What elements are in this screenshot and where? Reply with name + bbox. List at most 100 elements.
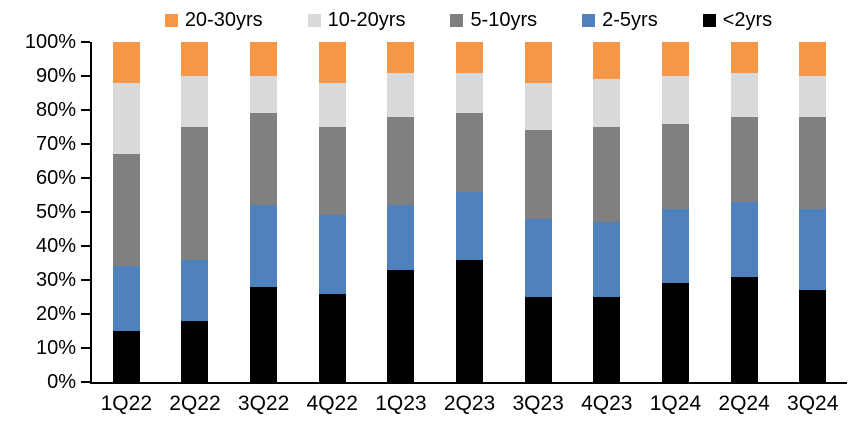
y-axis-ticks	[81, 41, 90, 383]
x-axis-label-1q23: 1Q23	[375, 392, 427, 415]
bar-segment-2-5yrs	[250, 205, 278, 287]
y-axis-labels: 0% 10% 20% 30% 40% 50% 60% 70% 80% 90% 100%	[0, 31, 76, 393]
bar-segment-10-20yrs	[112, 82, 140, 155]
bar-segment-10-20yrs	[181, 76, 209, 128]
plot-area	[90, 42, 847, 384]
bar-segment-2yrs	[799, 290, 827, 382]
legend-swatch-icon	[582, 13, 596, 27]
bar-segment-2yrs	[318, 293, 346, 382]
bar-segment-10-20yrs	[318, 82, 346, 128]
bar-segment-5-10yrs	[661, 123, 689, 209]
x-axis-label-4q22: 4Q22	[306, 392, 358, 415]
bar-segment-20-30yrs	[112, 42, 140, 83]
bar-group-2q24	[730, 42, 758, 382]
bar-segment-2-5yrs	[387, 205, 415, 270]
x-axis-label-2q22: 2Q22	[169, 392, 221, 415]
bar-segment-2-5yrs	[661, 208, 689, 284]
y-axis-tick-label: 50%	[35, 201, 76, 223]
legend-item-5-10yrs: 5-10yrs	[450, 7, 537, 33]
bar-segment-20-30yrs	[799, 42, 827, 77]
y-tick-mark	[81, 211, 90, 213]
y-tick-mark	[81, 109, 90, 111]
legend-label: 5-10yrs	[470, 9, 538, 31]
plot-bars	[92, 42, 847, 382]
bar-group-3q23	[524, 42, 552, 382]
x-axis-labels: 1Q22 2Q22 3Q22 4Q22 1Q23 2Q23 3Q23 4Q23 1Q24 2Q24…	[92, 392, 847, 416]
bar-slot-1q22	[92, 42, 161, 382]
y-axis-tick-label: 40%	[35, 235, 76, 257]
y-tick-mark	[81, 75, 90, 77]
bar-segment-5-10yrs	[250, 113, 278, 206]
x-axis-label-3q22: 3Q22	[237, 392, 290, 415]
bar-segment-2-5yrs	[593, 222, 621, 297]
y-axis-tick-label: 30%	[35, 269, 76, 291]
x-axis-label-3q24: 3Q24	[787, 392, 839, 415]
bar-segment-10-20yrs	[456, 72, 484, 114]
bar-segment-20-30yrs	[456, 42, 484, 73]
bar-slot-4q22	[298, 42, 367, 382]
legend: 20-30yrs 10-20yrs 5-10yrs 2-5yrs <2yrs	[90, 7, 847, 33]
y-axis-tick-label: 10%	[35, 337, 76, 359]
bar-segment-10-20yrs	[250, 76, 278, 114]
bar-slot-3q24	[778, 42, 847, 382]
legend-label: 10-20yrs	[327, 9, 406, 31]
bar-segment-5-10yrs	[387, 116, 415, 206]
x-axis-label-1q22: 1Q22	[100, 392, 152, 415]
bar-segment-10-20yrs	[730, 72, 758, 117]
bar-slot-2q24	[710, 42, 779, 382]
legend-item-20-30yrs: 20-30yrs	[164, 7, 263, 33]
bar-segment-5-10yrs	[799, 116, 827, 209]
bar-segment-10-20yrs	[661, 76, 689, 124]
bar-segment-20-30yrs	[250, 42, 278, 77]
bar-segment-5-10yrs	[181, 127, 209, 260]
y-axis-tick-label: 60%	[35, 167, 76, 189]
bar-group-4q23	[593, 42, 621, 382]
bar-segment-2yrs	[593, 297, 621, 382]
y-axis-tick-label: 100%	[24, 31, 76, 53]
bar-segment-5-10yrs	[730, 116, 758, 202]
bar-segment-20-30yrs	[181, 42, 209, 77]
y-tick-mark	[81, 279, 90, 281]
y-axis-tick-label: 20%	[35, 303, 76, 325]
bar-segment-5-10yrs	[112, 154, 140, 267]
bar-segment-5-10yrs	[524, 130, 552, 219]
bar-group-1q23	[387, 42, 415, 382]
legend-label: 20-30yrs	[184, 9, 263, 31]
bar-segment-10-20yrs	[593, 79, 621, 128]
bar-segment-20-30yrs	[593, 42, 621, 80]
y-axis-tick-label: 90%	[35, 65, 76, 87]
y-tick-mark	[81, 313, 90, 315]
bar-slot-2q22	[161, 42, 230, 382]
bar-segment-5-10yrs	[456, 113, 484, 192]
x-axis-label-1q24: 1Q24	[649, 392, 702, 415]
bar-segment-5-10yrs	[318, 127, 346, 216]
bar-slot-3q22	[229, 42, 298, 382]
bar-segment-10-20yrs	[524, 82, 552, 131]
legend-swatch-icon	[307, 13, 321, 27]
bar-segment-2-5yrs	[456, 191, 484, 260]
bar-segment-2-5yrs	[112, 266, 140, 331]
legend-swatch-icon	[164, 13, 178, 27]
bar-slot-4q23	[572, 42, 641, 382]
bar-segment-2yrs	[112, 331, 140, 382]
bar-slot-1q23	[367, 42, 436, 382]
bar-group-3q22	[250, 42, 278, 382]
y-axis-tick-label: 80%	[35, 99, 76, 121]
bar-segment-2-5yrs	[524, 218, 552, 297]
legend-label: 2-5yrs	[602, 9, 658, 31]
y-axis-tick-label: 70%	[35, 133, 76, 155]
bar-segment-2yrs	[387, 269, 415, 382]
bar-group-2q23	[456, 42, 484, 382]
bar-segment-20-30yrs	[730, 42, 758, 73]
bar-group-1q24	[661, 42, 689, 382]
bar-slot-1q24	[641, 42, 710, 382]
x-axis-label-2q23: 2Q23	[443, 392, 496, 415]
bar-segment-2yrs	[181, 320, 209, 382]
x-axis-label-4q23: 4Q23	[581, 392, 633, 415]
y-tick-mark	[81, 143, 90, 145]
bar-segment-2yrs	[730, 276, 758, 382]
legend-label: <2yrs	[722, 9, 773, 31]
bar-group-4q22	[318, 42, 346, 382]
bar-segment-10-20yrs	[799, 76, 827, 117]
legend-item-2-5yrs: 2-5yrs	[582, 7, 658, 33]
